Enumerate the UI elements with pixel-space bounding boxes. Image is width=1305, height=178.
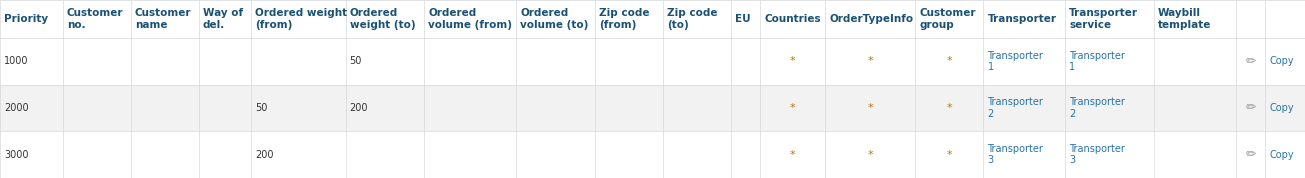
Text: Ordered
volume (from): Ordered volume (from) [428,8,512,30]
Text: Priority: Priority [4,14,48,24]
Text: Countries: Countries [765,14,821,24]
Text: *: * [946,56,953,66]
Text: 200: 200 [256,150,274,160]
Text: Ordered
weight (to): Ordered weight (to) [350,8,415,30]
Bar [0,131,1305,178]
Text: Copy: Copy [1270,56,1293,66]
Text: Ordered weight
(from): Ordered weight (from) [256,8,347,30]
Text: ✏: ✏ [1245,101,1255,114]
Text: *: * [790,56,796,66]
Text: 50: 50 [256,103,268,113]
Text: 1000: 1000 [4,56,29,66]
Text: *: * [946,150,953,160]
Text: Transporter: Transporter [988,14,1057,24]
Text: Transporter
3: Transporter 3 [1069,144,1125,166]
Text: Transporter
2: Transporter 2 [1069,97,1125,119]
Text: *: * [946,103,953,113]
Text: OrderTypeInfo: OrderTypeInfo [829,14,914,24]
Text: EU: EU [735,14,750,24]
Bar [0,85,1305,131]
Text: Copy: Copy [1270,103,1293,113]
Text: Customer
no.: Customer no. [67,8,124,30]
Bar [0,38,1305,85]
Text: Waybill
template: Waybill template [1158,8,1211,30]
Text: 200: 200 [350,103,368,113]
Text: Ordered
volume (to): Ordered volume (to) [521,8,589,30]
Text: Copy: Copy [1270,150,1293,160]
Text: ✏: ✏ [1245,55,1255,68]
Text: Transporter
service: Transporter service [1069,8,1138,30]
Text: *: * [790,103,796,113]
Text: ✏: ✏ [1245,148,1255,161]
Text: Zip code
(to): Zip code (to) [667,8,718,30]
Text: Transporter
3: Transporter 3 [988,144,1043,166]
Text: Transporter
1: Transporter 1 [1069,51,1125,72]
Text: *: * [868,56,873,66]
Text: Way of
del.: Way of del. [204,8,243,30]
Text: 2000: 2000 [4,103,29,113]
Text: 50: 50 [350,56,361,66]
Text: Transporter
1: Transporter 1 [988,51,1043,72]
Text: *: * [868,103,873,113]
Text: *: * [790,150,796,160]
Text: *: * [868,150,873,160]
Text: Transporter
2: Transporter 2 [988,97,1043,119]
Text: Customer
name: Customer name [134,8,192,30]
Text: 3000: 3000 [4,150,29,160]
Text: Customer
group: Customer group [920,8,976,30]
Text: Zip code
(from): Zip code (from) [599,8,650,30]
